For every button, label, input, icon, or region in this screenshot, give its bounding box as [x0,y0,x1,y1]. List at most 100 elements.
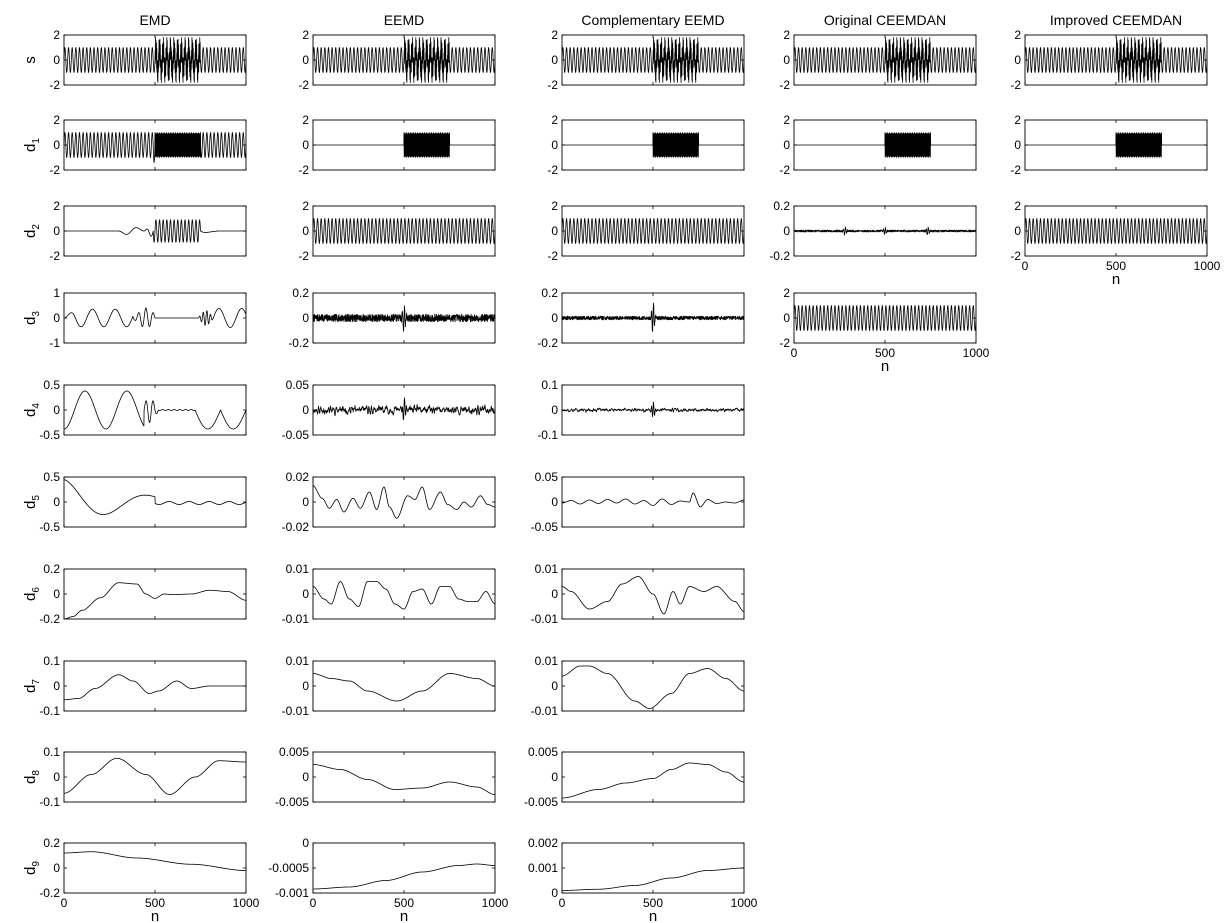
y-tick-label: -2 [49,163,60,177]
series-line [312,397,496,420]
panel-s: -2 0 2 [298,28,496,92]
y-tick-label: -0.01 [282,612,310,626]
panel-d3: -0.2 0 0.2 [288,286,496,350]
y-tick-label: -0.2 [39,886,60,900]
panel-d5: -0.05 0 0.05 [531,470,745,534]
panel-d6: -0.01 0 0.01 [531,562,745,626]
y-tick-label: 2 [302,28,309,42]
y-tick-label: -2 [547,163,558,177]
y-tick-label: -2 [49,78,60,92]
row-label: d8 [22,770,42,784]
y-tick-label: 0 [53,311,60,325]
series-line [561,401,745,418]
y-tick-label: 0.2 [43,562,60,576]
panel-s: -2 0 2 [1010,28,1208,92]
y-tick-label: 0.1 [541,378,558,392]
y-tick-label: 0 [783,138,790,152]
y-tick-label: -1 [49,336,60,350]
panel-d8: -0.005 0 0.005 [524,745,745,809]
y-tick-label: -0.01 [531,612,559,626]
series-line [561,576,745,615]
y-tick-label: -0.1 [537,428,558,442]
y-tick-label: -0.5 [39,428,60,442]
y-tick-label: 0 [551,495,558,509]
panel-d1: -2 0 2 [779,113,977,177]
y-tick-label: -2 [779,78,790,92]
y-tick-label: -2 [779,163,790,177]
y-tick-label: 0 [551,587,558,601]
series-line [63,582,247,620]
y-tick-label: -0.5 [39,520,60,534]
series-line [63,219,247,243]
series-line [561,302,745,332]
series-line [561,37,745,83]
y-tick-label: -2 [298,249,309,263]
panel-s: -2 0 2 [49,28,247,92]
y-tick-label: 2 [302,113,309,127]
panel-d6: -0.2 0 0.2 [39,562,247,626]
y-tick-label: 0.5 [43,470,60,484]
panel-d7: -0.01 0 0.01 [282,654,496,718]
x-axis-label: n [151,908,159,923]
y-tick-label: -2 [1010,249,1021,263]
x-axis-label: n [881,358,889,375]
row-label: d6 [22,587,42,601]
series-line [63,390,247,430]
column-title: Original CEEMDAN [824,12,946,28]
series-line [63,37,247,83]
series-line [312,305,496,332]
y-tick-label: 0 [551,770,558,784]
row-label: s [22,56,39,64]
y-tick-label: -2 [1010,163,1021,177]
y-tick-label: 0 [302,138,309,152]
y-tick-label: 0.01 [286,654,310,668]
series-line [793,37,977,83]
panel-d3: -1 0 1 [49,286,247,350]
row-label: d4 [22,403,42,417]
y-tick-label: 2 [783,28,790,42]
series-line [312,673,496,702]
y-tick-label: 0.01 [535,654,559,668]
y-tick-label: -0.005 [275,795,309,809]
x-tick-label: 1000 [233,896,260,910]
y-tick-label: 0.05 [286,378,310,392]
x-tick-label: 500 [643,896,663,910]
y-tick-label: -2 [779,336,790,350]
axes-frame [561,660,745,712]
y-tick-label: -0.2 [39,612,60,626]
panel-d2: -0.2 0 0.2 [769,199,977,263]
y-tick-label: 0 [551,679,558,693]
series-line [561,492,745,508]
panel-d4: -0.05 0 0.05 [282,378,496,442]
y-tick-label: -0.05 [531,520,559,534]
axes-frame [63,751,247,803]
series-line [63,757,247,795]
y-tick-label: 0 [53,53,60,67]
x-axis-label: n [400,908,408,923]
panel-d1: -2 0 2 [49,113,247,177]
y-tick-label: 2 [302,199,309,213]
x-tick-label: 0 [61,896,68,910]
panel-d6: -0.01 0 0.01 [282,562,496,626]
y-tick-label: 0 [783,53,790,67]
panel-d9: -0.001 -0.0005 0 0 500 1000 n [268,836,508,923]
panel-d2: -2 0 2 [49,199,247,263]
y-tick-label: 0 [302,587,309,601]
y-tick-label: -0.01 [531,704,559,718]
axes-frame [561,476,745,528]
y-tick-label: 0 [1014,224,1021,238]
y-tick-label: 0.2 [541,286,558,300]
series-line [561,218,745,244]
y-tick-label: 0 [302,770,309,784]
series-line [312,218,496,244]
x-tick-label: 500 [394,896,414,910]
panel-d5: -0.5 0 0.5 [39,470,247,534]
y-tick-label: 2 [783,113,790,127]
axes-frame [312,751,496,803]
y-tick-label: -0.0005 [268,861,309,875]
series-line [561,132,745,158]
row-label: d5 [22,495,42,509]
